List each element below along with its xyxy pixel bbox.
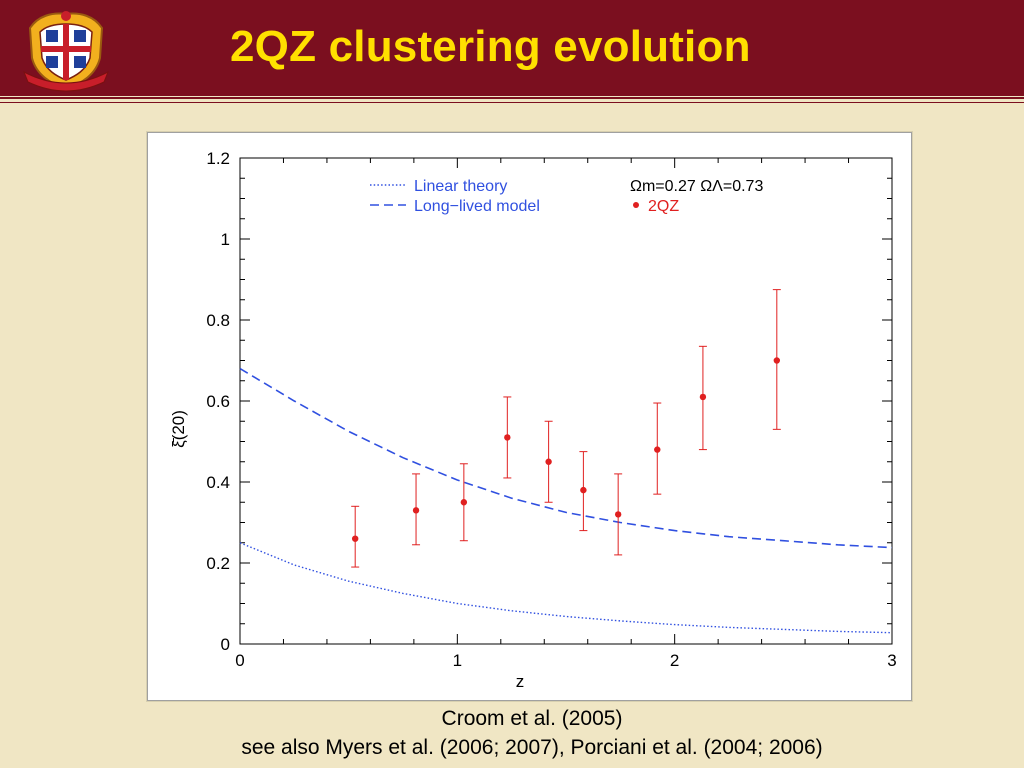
cosmology-label: Ωm=0.27 ΩΛ=0.73: [630, 178, 763, 195]
x-tick-label: 0: [235, 651, 244, 670]
legend-linear-label: Linear theory: [414, 178, 507, 195]
caption-references: see also Myers et al. (2006; 2007), Porc…: [241, 736, 823, 759]
long-lived-model-line: [239, 367, 893, 549]
y-tick-label: 0.2: [206, 554, 230, 573]
legend-longlived-label: Long−lived model: [414, 198, 540, 215]
header-divider: [0, 96, 1024, 110]
plot-frame: [239, 157, 893, 645]
data-point: [773, 357, 781, 364]
data-point: [699, 393, 707, 401]
legend-2qz-swatch: [633, 202, 639, 208]
x-axis-label: z: [516, 672, 525, 691]
data-point: [460, 499, 468, 506]
linear-theory-line: [239, 542, 893, 634]
chart-panel: 0 1 2 3 0 0.2 0.4 0.6 0.8 1 1.2 z ξ̄(20) Linear theor…: [147, 132, 912, 701]
y-tick-label: 1.2: [206, 149, 230, 168]
slide-header: 2QZ clustering evolution: [0, 0, 1024, 96]
data-point: [580, 486, 587, 494]
y-tick-label: 0.8: [206, 311, 230, 330]
y-tick-label: 0.4: [206, 473, 230, 492]
x-tick-label: 3: [887, 651, 896, 670]
y-tick-label: 0.6: [206, 392, 230, 411]
x-tick-label: 2: [670, 651, 679, 670]
x-tick-label: 1: [453, 651, 462, 670]
y-tick-label: 0: [221, 635, 230, 654]
data-point: [545, 458, 552, 465]
data-point: [504, 434, 511, 441]
slide-title: 2QZ clustering evolution: [230, 22, 751, 71]
legend-2qz-label: 2QZ: [648, 198, 679, 215]
data-point: [412, 507, 420, 514]
data-point: [654, 446, 661, 453]
y-tick-label: 1: [221, 230, 230, 249]
data-point: [614, 511, 622, 518]
university-crest-icon: [23, 11, 109, 92]
y-axis-label: ξ̄(20): [169, 410, 188, 448]
caption-citation: Croom et al. (2005): [441, 707, 623, 730]
chart-svg: 0 1 2 3 0 0.2 0.4 0.6 0.8 1 1.2 z ξ̄(20) Linear theor…: [169, 149, 897, 691]
data-point: [351, 535, 359, 542]
